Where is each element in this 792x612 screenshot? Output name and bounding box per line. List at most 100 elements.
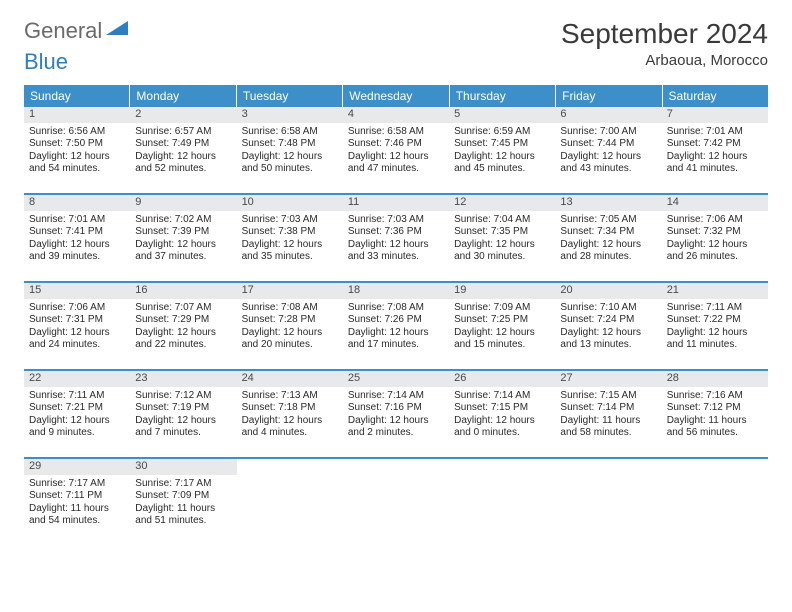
day-body: Sunrise: 7:07 AMSunset: 7:29 PMDaylight:… — [130, 299, 236, 358]
day-cell: 10Sunrise: 7:03 AMSunset: 7:38 PMDayligh… — [237, 195, 343, 281]
weekday-label: Tuesday — [237, 85, 343, 107]
day-number: 16 — [130, 283, 236, 299]
day-cell: 3Sunrise: 6:58 AMSunset: 7:48 PMDaylight… — [237, 107, 343, 193]
day-number: 4 — [343, 107, 449, 123]
location: Arbaoua, Morocco — [561, 52, 768, 69]
calendar-body: 1Sunrise: 6:56 AMSunset: 7:50 PMDaylight… — [24, 107, 768, 545]
day-cell: 13Sunrise: 7:05 AMSunset: 7:34 PMDayligh… — [555, 195, 661, 281]
day-body: Sunrise: 7:02 AMSunset: 7:39 PMDaylight:… — [130, 211, 236, 270]
day-cell: 24Sunrise: 7:13 AMSunset: 7:18 PMDayligh… — [237, 371, 343, 457]
day-number: 25 — [343, 371, 449, 387]
day-number: 24 — [237, 371, 343, 387]
day-number: 1 — [24, 107, 130, 123]
day-body: Sunrise: 7:10 AMSunset: 7:24 PMDaylight:… — [555, 299, 661, 358]
weekday-header: SundayMondayTuesdayWednesdayThursdayFrid… — [24, 85, 768, 107]
day-number: 29 — [24, 459, 130, 475]
day-body: Sunrise: 7:14 AMSunset: 7:16 PMDaylight:… — [343, 387, 449, 446]
weekday-label: Saturday — [663, 85, 768, 107]
day-body: Sunrise: 6:56 AMSunset: 7:50 PMDaylight:… — [24, 123, 130, 182]
day-body: Sunrise: 7:08 AMSunset: 7:28 PMDaylight:… — [237, 299, 343, 358]
day-number: 9 — [130, 195, 236, 211]
day-cell: 25Sunrise: 7:14 AMSunset: 7:16 PMDayligh… — [343, 371, 449, 457]
day-cell: 19Sunrise: 7:09 AMSunset: 7:25 PMDayligh… — [449, 283, 555, 369]
day-cell: 6Sunrise: 7:00 AMSunset: 7:44 PMDaylight… — [555, 107, 661, 193]
day-cell: 16Sunrise: 7:07 AMSunset: 7:29 PMDayligh… — [130, 283, 236, 369]
day-cell: 2Sunrise: 6:57 AMSunset: 7:49 PMDaylight… — [130, 107, 236, 193]
day-cell: 1Sunrise: 6:56 AMSunset: 7:50 PMDaylight… — [24, 107, 130, 193]
day-cell — [237, 459, 343, 545]
week-row: 8Sunrise: 7:01 AMSunset: 7:41 PMDaylight… — [24, 195, 768, 283]
brand-logo: General — [24, 18, 128, 44]
day-number: 7 — [662, 107, 768, 123]
day-body: Sunrise: 7:01 AMSunset: 7:41 PMDaylight:… — [24, 211, 130, 270]
month-title: September 2024 — [561, 18, 768, 50]
day-cell — [555, 459, 661, 545]
day-cell: 28Sunrise: 7:16 AMSunset: 7:12 PMDayligh… — [662, 371, 768, 457]
week-row: 29Sunrise: 7:17 AMSunset: 7:11 PMDayligh… — [24, 459, 768, 545]
day-body: Sunrise: 7:17 AMSunset: 7:11 PMDaylight:… — [24, 475, 130, 534]
day-body: Sunrise: 6:58 AMSunset: 7:46 PMDaylight:… — [343, 123, 449, 182]
week-row: 15Sunrise: 7:06 AMSunset: 7:31 PMDayligh… — [24, 283, 768, 371]
weekday-label: Monday — [130, 85, 236, 107]
day-cell: 5Sunrise: 6:59 AMSunset: 7:45 PMDaylight… — [449, 107, 555, 193]
day-number: 5 — [449, 107, 555, 123]
logo-triangle-icon — [106, 15, 128, 41]
day-cell: 30Sunrise: 7:17 AMSunset: 7:09 PMDayligh… — [130, 459, 236, 545]
day-body: Sunrise: 7:03 AMSunset: 7:36 PMDaylight:… — [343, 211, 449, 270]
day-number: 3 — [237, 107, 343, 123]
weekday-label: Thursday — [450, 85, 556, 107]
day-number: 30 — [130, 459, 236, 475]
day-body: Sunrise: 7:05 AMSunset: 7:34 PMDaylight:… — [555, 211, 661, 270]
day-cell: 14Sunrise: 7:06 AMSunset: 7:32 PMDayligh… — [662, 195, 768, 281]
day-body: Sunrise: 7:01 AMSunset: 7:42 PMDaylight:… — [662, 123, 768, 182]
day-cell: 21Sunrise: 7:11 AMSunset: 7:22 PMDayligh… — [662, 283, 768, 369]
day-cell: 8Sunrise: 7:01 AMSunset: 7:41 PMDaylight… — [24, 195, 130, 281]
day-body: Sunrise: 7:08 AMSunset: 7:26 PMDaylight:… — [343, 299, 449, 358]
day-number: 11 — [343, 195, 449, 211]
day-cell: 12Sunrise: 7:04 AMSunset: 7:35 PMDayligh… — [449, 195, 555, 281]
day-number: 10 — [237, 195, 343, 211]
day-cell: 9Sunrise: 7:02 AMSunset: 7:39 PMDaylight… — [130, 195, 236, 281]
day-number: 18 — [343, 283, 449, 299]
weekday-label: Sunday — [24, 85, 130, 107]
day-body: Sunrise: 6:58 AMSunset: 7:48 PMDaylight:… — [237, 123, 343, 182]
weekday-label: Wednesday — [343, 85, 449, 107]
day-number: 17 — [237, 283, 343, 299]
day-cell: 26Sunrise: 7:14 AMSunset: 7:15 PMDayligh… — [449, 371, 555, 457]
day-cell — [662, 459, 768, 545]
week-row: 1Sunrise: 6:56 AMSunset: 7:50 PMDaylight… — [24, 107, 768, 195]
day-cell: 29Sunrise: 7:17 AMSunset: 7:11 PMDayligh… — [24, 459, 130, 545]
day-number: 15 — [24, 283, 130, 299]
day-body: Sunrise: 7:12 AMSunset: 7:19 PMDaylight:… — [130, 387, 236, 446]
day-number: 19 — [449, 283, 555, 299]
day-body: Sunrise: 7:00 AMSunset: 7:44 PMDaylight:… — [555, 123, 661, 182]
day-number: 26 — [449, 371, 555, 387]
day-cell: 15Sunrise: 7:06 AMSunset: 7:31 PMDayligh… — [24, 283, 130, 369]
day-cell: 27Sunrise: 7:15 AMSunset: 7:14 PMDayligh… — [555, 371, 661, 457]
day-cell: 23Sunrise: 7:12 AMSunset: 7:19 PMDayligh… — [130, 371, 236, 457]
brand-part1: General — [24, 18, 102, 44]
day-body: Sunrise: 7:13 AMSunset: 7:18 PMDaylight:… — [237, 387, 343, 446]
day-cell: 4Sunrise: 6:58 AMSunset: 7:46 PMDaylight… — [343, 107, 449, 193]
day-cell: 18Sunrise: 7:08 AMSunset: 7:26 PMDayligh… — [343, 283, 449, 369]
day-number: 22 — [24, 371, 130, 387]
day-cell: 17Sunrise: 7:08 AMSunset: 7:28 PMDayligh… — [237, 283, 343, 369]
day-body: Sunrise: 7:06 AMSunset: 7:32 PMDaylight:… — [662, 211, 768, 270]
day-cell: 22Sunrise: 7:11 AMSunset: 7:21 PMDayligh… — [24, 371, 130, 457]
day-body: Sunrise: 7:06 AMSunset: 7:31 PMDaylight:… — [24, 299, 130, 358]
day-number: 13 — [555, 195, 661, 211]
day-number: 27 — [555, 371, 661, 387]
day-body: Sunrise: 7:15 AMSunset: 7:14 PMDaylight:… — [555, 387, 661, 446]
day-number: 23 — [130, 371, 236, 387]
day-body: Sunrise: 7:17 AMSunset: 7:09 PMDaylight:… — [130, 475, 236, 534]
day-number: 14 — [662, 195, 768, 211]
weekday-label: Friday — [556, 85, 662, 107]
day-number: 20 — [555, 283, 661, 299]
day-body: Sunrise: 7:03 AMSunset: 7:38 PMDaylight:… — [237, 211, 343, 270]
day-number: 2 — [130, 107, 236, 123]
week-row: 22Sunrise: 7:11 AMSunset: 7:21 PMDayligh… — [24, 371, 768, 459]
day-cell: 11Sunrise: 7:03 AMSunset: 7:36 PMDayligh… — [343, 195, 449, 281]
day-cell — [449, 459, 555, 545]
day-cell: 7Sunrise: 7:01 AMSunset: 7:42 PMDaylight… — [662, 107, 768, 193]
day-number: 21 — [662, 283, 768, 299]
